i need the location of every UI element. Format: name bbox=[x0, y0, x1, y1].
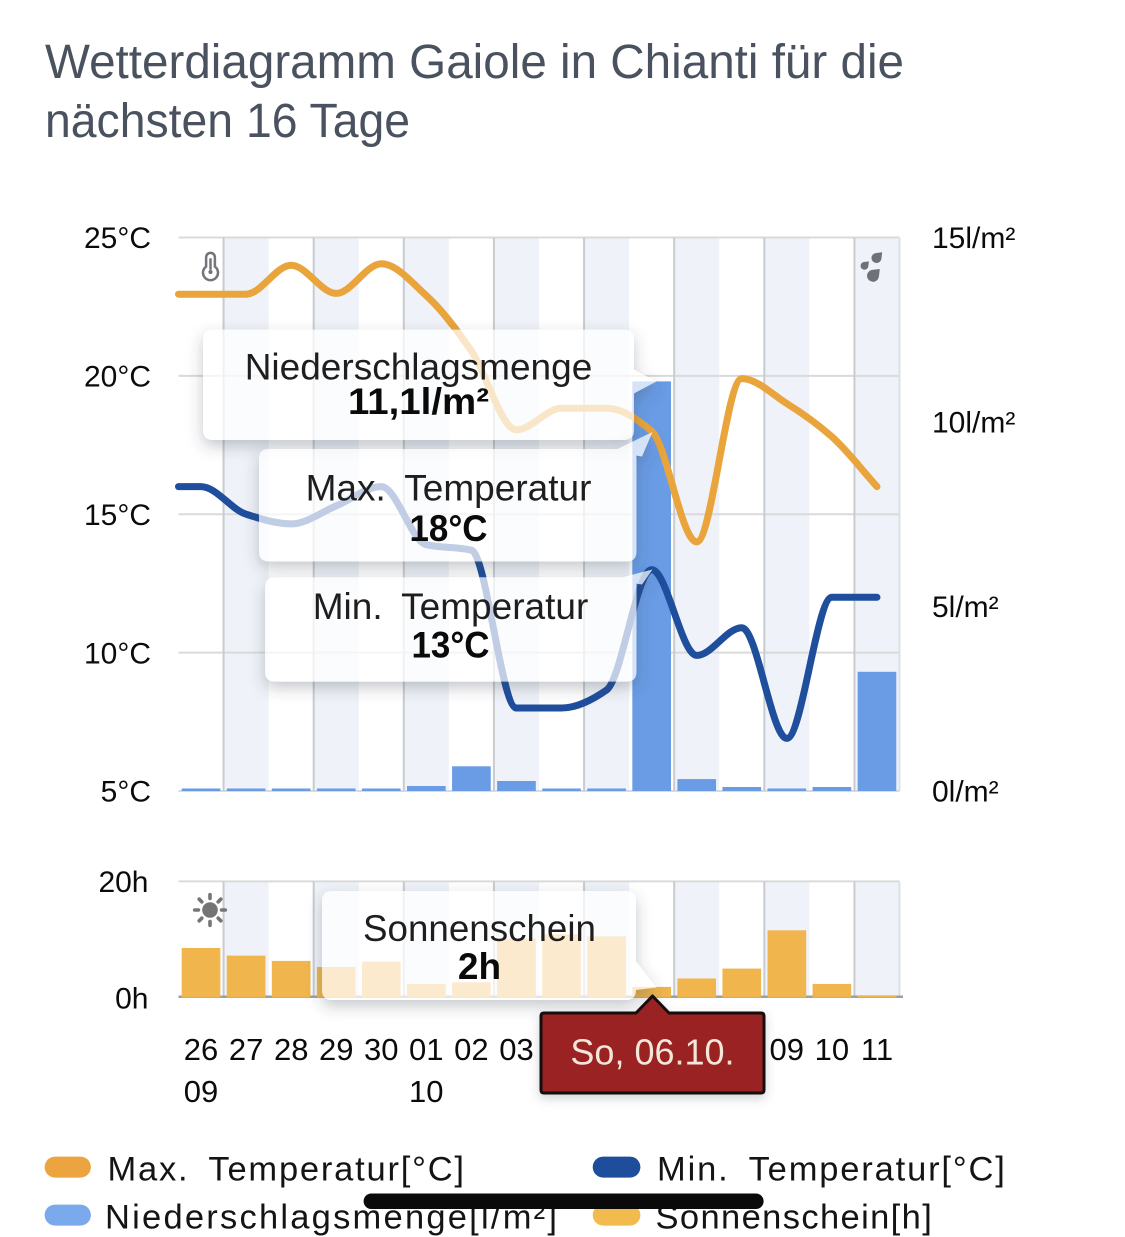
svg-text:13°C: 13°C bbox=[412, 625, 490, 666]
svg-text:10l/m²: 10l/m² bbox=[932, 407, 1015, 440]
svg-text:0h: 0h bbox=[115, 982, 148, 1015]
svg-text:09: 09 bbox=[770, 1032, 804, 1067]
svg-text:18°C: 18°C bbox=[410, 508, 488, 549]
svg-text:Wetterdiagramm Gaiole in Chian: Wetterdiagramm Gaiole in Chianti für die bbox=[45, 36, 904, 89]
svg-text:Niederschlagsmenge: Niederschlagsmenge bbox=[245, 347, 593, 388]
svg-text:28: 28 bbox=[274, 1032, 308, 1067]
svg-text:26: 26 bbox=[184, 1032, 218, 1067]
svg-text:30: 30 bbox=[364, 1032, 398, 1067]
svg-text:Sonnenschein: Sonnenschein bbox=[363, 908, 596, 949]
svg-text:27: 27 bbox=[229, 1032, 263, 1067]
svg-text:So, 06.10.: So, 06.10. bbox=[570, 1032, 734, 1073]
svg-text:20°C: 20°C bbox=[84, 361, 151, 394]
svg-text:0l/m²: 0l/m² bbox=[932, 776, 999, 809]
svg-text:03: 03 bbox=[499, 1032, 533, 1067]
svg-text:20h: 20h bbox=[98, 866, 148, 899]
svg-text:Min. Temperatur[°C]: Min. Temperatur[°C] bbox=[657, 1151, 1005, 1189]
svg-text:10: 10 bbox=[815, 1032, 849, 1067]
svg-text:09: 09 bbox=[184, 1074, 218, 1109]
svg-text:11,1l/m²: 11,1l/m² bbox=[348, 381, 489, 422]
svg-text:Min. Temperatur: Min. Temperatur bbox=[313, 586, 589, 627]
svg-text:11: 11 bbox=[861, 1032, 893, 1067]
svg-text:10°C: 10°C bbox=[84, 637, 151, 670]
svg-text:02: 02 bbox=[454, 1032, 488, 1067]
svg-text:Max. Temperatur: Max. Temperatur bbox=[306, 468, 592, 509]
svg-text:01: 01 bbox=[409, 1032, 443, 1067]
svg-text:15l/m²: 15l/m² bbox=[932, 222, 1015, 255]
svg-text:15°C: 15°C bbox=[84, 499, 151, 532]
svg-text:29: 29 bbox=[319, 1032, 353, 1067]
svg-text:25°C: 25°C bbox=[84, 222, 151, 255]
svg-text:10: 10 bbox=[409, 1074, 443, 1109]
svg-text:5l/m²: 5l/m² bbox=[932, 591, 999, 624]
svg-text:Max. Temperatur[°C]: Max. Temperatur[°C] bbox=[108, 1151, 465, 1189]
svg-text:2h: 2h bbox=[458, 946, 501, 987]
svg-text:5°C: 5°C bbox=[101, 776, 151, 809]
svg-text:nächsten 16 Tage: nächsten 16 Tage bbox=[45, 95, 410, 148]
